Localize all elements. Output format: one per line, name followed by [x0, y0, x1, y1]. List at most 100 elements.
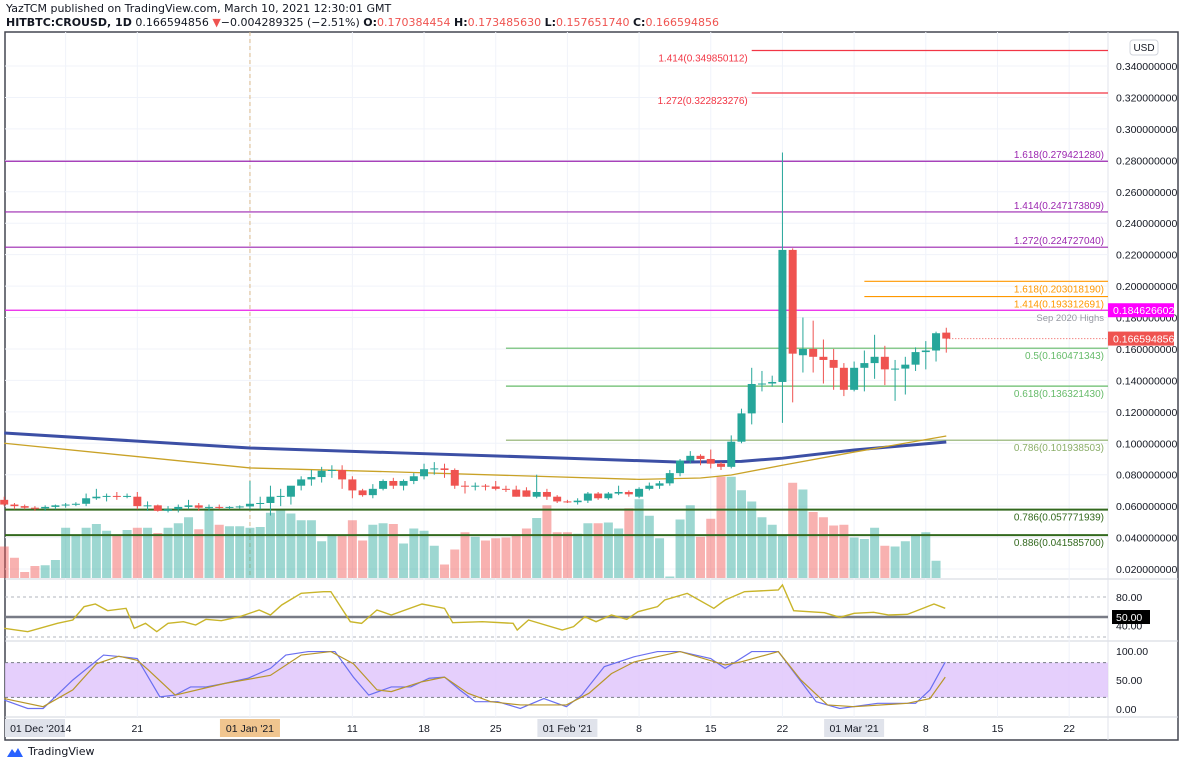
volume-bar: [870, 527, 880, 578]
candle-down: [809, 348, 818, 357]
volume-bar: [460, 532, 470, 578]
candle-down: [0, 499, 9, 505]
time-tick-label: 01 Feb '21: [543, 723, 592, 735]
candle-down: [942, 332, 951, 339]
tradingview-logo-icon: [7, 747, 23, 757]
volume-bar: [399, 543, 409, 578]
candle-down: [512, 489, 521, 497]
volume-bar: [440, 564, 450, 578]
volume-bar: [798, 489, 808, 578]
time-label-bg: [219, 719, 280, 737]
volume-bar: [480, 540, 490, 578]
volume-bar: [890, 546, 900, 578]
symbol-name[interactable]: HITBTC:CROUSD, 1D: [6, 16, 132, 29]
down-triangle-icon: ▼: [212, 16, 221, 29]
candle-down: [194, 505, 203, 508]
price-tick-label: 0.060000000: [1116, 501, 1177, 513]
candle-down: [450, 469, 459, 486]
candle-up: [276, 495, 285, 497]
candle-up: [61, 504, 70, 506]
volume-bar: [818, 517, 828, 578]
candle-up: [286, 485, 295, 497]
price-tick-label: 0.260000000: [1116, 187, 1177, 199]
candle-up: [174, 506, 183, 510]
volume-bar: [696, 536, 706, 578]
stoch-tick-label: 50.00: [1116, 675, 1142, 687]
candle-up: [798, 348, 807, 356]
volume-bar: [276, 509, 286, 578]
volume-bar: [235, 526, 245, 578]
fib-level-label: 1.414(0.247173809): [1014, 201, 1104, 212]
candle-up: [235, 506, 244, 508]
volume-bar: [132, 527, 142, 578]
price-tick-label: 0.220000000: [1116, 250, 1177, 262]
volume-bar: [603, 522, 613, 578]
candle-down: [819, 356, 828, 360]
candle-up: [850, 367, 859, 390]
candle-up: [778, 249, 787, 382]
volume-bar: [255, 527, 265, 578]
high-value: 0.173485630: [467, 16, 542, 29]
volume-bar: [204, 508, 214, 578]
candle-up: [266, 496, 275, 503]
fib-level-label: 0.618(0.136321430): [1014, 389, 1104, 400]
candle-up: [164, 509, 173, 511]
volume-bar: [491, 538, 501, 578]
candle-down: [563, 501, 572, 503]
low-value: 0.157651740: [556, 16, 630, 29]
volume-bar: [542, 505, 552, 578]
candle-up: [143, 505, 152, 507]
time-tick-label: 01 Mar '21: [829, 723, 878, 735]
volume-bar: [931, 560, 941, 578]
candle-down: [358, 490, 367, 496]
volume-bar: [685, 505, 695, 578]
fast-moving-average-line: [4, 435, 947, 481]
price-tick-label: 0.280000000: [1116, 155, 1177, 167]
candle-up: [583, 493, 592, 501]
volume-bar: [911, 535, 921, 578]
volume-bar: [634, 499, 644, 578]
volume-bar: [747, 501, 757, 578]
candle-up: [686, 455, 695, 461]
volume-bar: [562, 532, 572, 578]
volume-bar: [306, 520, 316, 578]
candle-down: [461, 485, 469, 487]
candle-up: [102, 495, 111, 497]
volume-bar: [40, 565, 50, 578]
candle-up: [297, 479, 306, 486]
candle-down: [481, 485, 490, 487]
candle-up: [860, 363, 869, 368]
candle-down: [788, 249, 797, 354]
volume-bar: [163, 527, 173, 578]
volume-bar: [50, 560, 60, 578]
candle-down: [717, 463, 725, 467]
fib-level-label: 1.272(0.224727040): [1014, 236, 1104, 247]
volume-bar: [900, 541, 910, 578]
candle-up: [911, 352, 920, 365]
publisher-line: YazTCM published on TradingView.com, Mar…: [6, 2, 391, 15]
time-tick-label: 22: [777, 723, 789, 735]
volume-bar: [921, 532, 931, 578]
time-tick-label: 15: [705, 723, 717, 735]
volume-bar: [665, 576, 675, 578]
price-tick-label: 0.340000000: [1116, 61, 1177, 73]
time-tick-label: 14: [60, 723, 72, 735]
volume-bar: [429, 545, 439, 578]
volume-bar: [624, 508, 634, 578]
last-price-tag-bg: [1108, 331, 1174, 346]
volume-bar: [573, 533, 583, 578]
fib-level-label: 0.786(0.101938503): [1014, 443, 1104, 454]
volume-bar: [593, 523, 603, 578]
fib-level-label: 1.272(0.322823276): [658, 96, 748, 107]
tradingview-logo[interactable]: TradingView: [6, 745, 94, 758]
symbol-legend: HITBTC:CROUSD, 1D 0.166594856 ▼−0.004289…: [6, 16, 719, 29]
candle-up: [327, 469, 336, 471]
candle-up: [245, 503, 254, 507]
candle-down: [153, 505, 162, 511]
candle-down: [389, 480, 398, 486]
fib-level-label: 0.886(0.041585700): [1014, 538, 1104, 549]
time-tick-label: 01 Dec '20: [10, 723, 60, 735]
volume-bar: [102, 530, 112, 578]
price-tick-label: 0.020000000: [1116, 564, 1177, 576]
